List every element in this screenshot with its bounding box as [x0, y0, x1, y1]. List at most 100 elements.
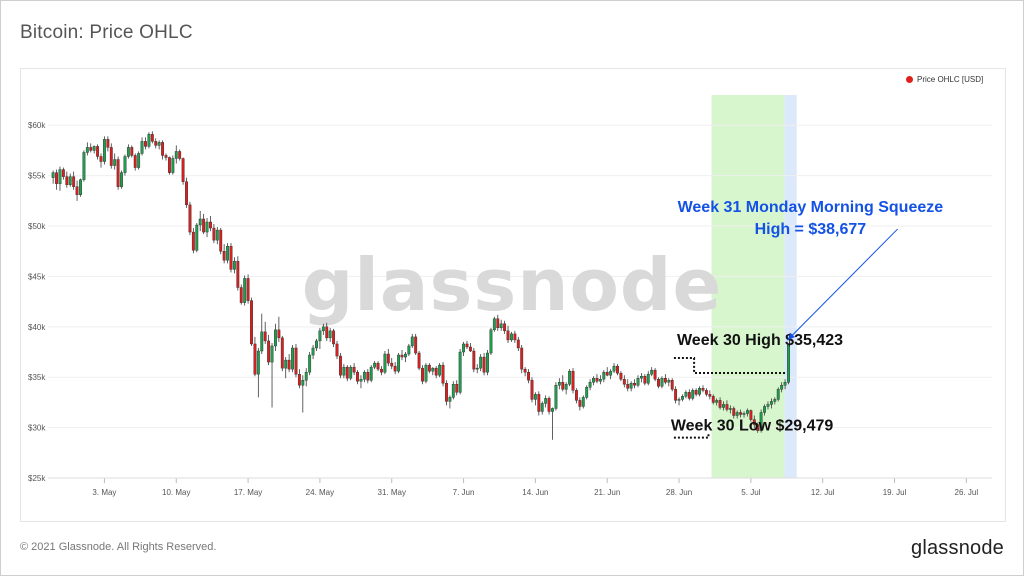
candle-body — [486, 352, 489, 373]
candle — [564, 382, 568, 395]
candle-body — [482, 356, 486, 373]
candle-body — [243, 278, 247, 303]
candle-body — [780, 385, 784, 390]
candle-body — [65, 176, 69, 185]
candle-body — [342, 366, 346, 376]
candle — [783, 379, 787, 390]
candle — [701, 385, 705, 393]
candle — [759, 409, 763, 433]
candle — [369, 365, 373, 383]
candle — [780, 382, 784, 393]
candle-body — [267, 340, 271, 363]
week30-high-label: Week 30 High $35,423 — [677, 332, 843, 349]
candle — [332, 328, 336, 347]
candle — [376, 361, 380, 372]
candle — [551, 407, 554, 440]
week31-annotation-line2: High = $38,677 — [755, 221, 867, 238]
annotation-arrow-head — [787, 332, 795, 341]
candle — [116, 156, 120, 190]
candle — [746, 408, 749, 417]
candle-body — [660, 378, 664, 387]
candle — [482, 353, 486, 376]
candle-body — [308, 354, 312, 373]
candle-body — [684, 392, 688, 397]
candle-body — [694, 390, 698, 395]
candle-body — [503, 323, 507, 332]
candle — [752, 415, 756, 429]
candle-body — [578, 400, 582, 407]
candle — [434, 366, 438, 379]
candle — [646, 371, 650, 386]
candle — [291, 344, 294, 373]
candle-body — [633, 383, 637, 386]
candle — [622, 375, 626, 388]
candle — [178, 149, 182, 161]
candle-body — [390, 362, 394, 367]
candle-body — [448, 397, 452, 402]
candle — [72, 171, 76, 190]
candle-body — [455, 384, 459, 393]
candle — [321, 323, 325, 335]
candle-body — [304, 371, 308, 381]
candle — [503, 320, 507, 334]
week30-low-label: Week 30 Low $29,479 — [671, 418, 834, 435]
candle — [629, 381, 633, 392]
candle-body — [499, 323, 503, 329]
candle — [458, 348, 462, 395]
candle — [472, 347, 476, 373]
candle-body — [458, 351, 462, 393]
candle-body — [479, 356, 483, 369]
candle — [492, 316, 496, 332]
candle-body — [746, 410, 749, 414]
candle-body — [373, 362, 377, 368]
candle-body — [711, 396, 715, 403]
candle — [674, 386, 678, 404]
candle-body — [61, 169, 65, 177]
candle — [749, 409, 753, 422]
candle — [58, 166, 62, 191]
candle — [510, 331, 513, 342]
candle-body — [434, 367, 438, 376]
candle — [267, 334, 271, 366]
candle-body — [68, 176, 72, 185]
candle — [157, 140, 161, 150]
candle — [670, 378, 674, 392]
candle-body — [670, 380, 674, 390]
candle-body — [540, 403, 544, 412]
chart-legend[interactable]: Price OHLC [USD] — [906, 75, 983, 84]
candle-body — [209, 221, 212, 229]
candle-body — [284, 359, 288, 369]
candle — [130, 145, 134, 158]
candle — [468, 342, 472, 353]
candle — [181, 157, 185, 185]
candle-body — [339, 355, 342, 376]
candle — [256, 347, 260, 398]
candle — [161, 140, 165, 160]
candle-body — [749, 410, 753, 420]
candle — [75, 180, 79, 201]
candle — [421, 365, 424, 385]
candle — [578, 397, 582, 411]
candle-body — [783, 382, 787, 386]
week30-high-line — [673, 357, 786, 374]
candle-body — [516, 339, 520, 349]
candle-body — [773, 399, 777, 402]
candle-body — [178, 151, 182, 159]
candle — [773, 397, 777, 405]
candle-body — [451, 384, 455, 398]
candle-body — [441, 364, 445, 384]
candle — [636, 375, 640, 388]
candle-body — [657, 379, 660, 387]
candle — [219, 228, 223, 255]
candle — [739, 409, 743, 418]
candle — [250, 297, 253, 346]
candle-body — [126, 147, 130, 157]
candle — [732, 406, 736, 419]
candle — [585, 385, 589, 400]
candle-body — [698, 388, 701, 395]
candle — [315, 338, 318, 352]
candle — [140, 137, 144, 156]
candle-body — [315, 340, 318, 349]
candle-body — [215, 229, 219, 241]
candle-body — [92, 146, 96, 151]
